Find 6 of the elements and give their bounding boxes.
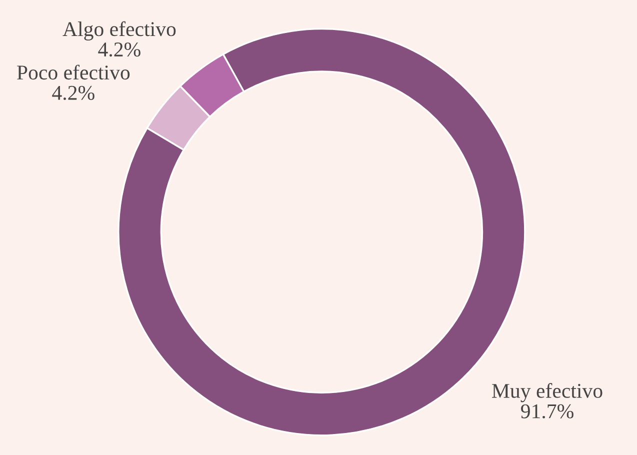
slice-label: Muy efectivo [492, 383, 602, 402]
data-label: 4.2% [98, 42, 140, 57]
data-label: 4.2% [52, 86, 94, 100]
slice-label: Poco efectivo [17, 64, 130, 80]
slice-label: Algo efectivo [62, 21, 176, 40]
data-label: 91.7% [521, 404, 574, 418]
